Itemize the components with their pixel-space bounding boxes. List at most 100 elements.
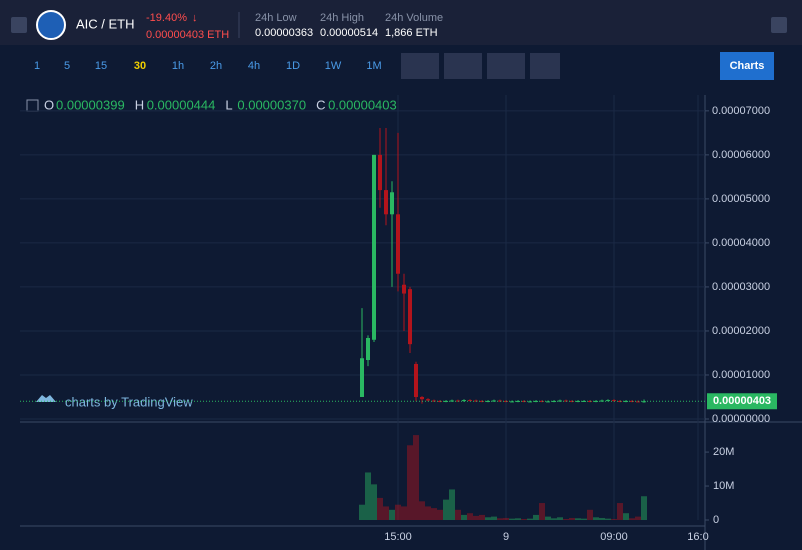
volume-bar — [425, 506, 431, 520]
collapse-right[interactable] — [771, 17, 787, 33]
volume-bar — [371, 484, 377, 520]
legend-value: 0.00000444 — [147, 97, 216, 112]
collapse-left[interactable] — [11, 17, 27, 33]
volume-bar — [515, 518, 521, 520]
x-tick-label: 09:00 — [600, 531, 628, 543]
volume-bar — [401, 506, 407, 520]
fullscreen-btn[interactable] — [530, 53, 560, 79]
candle-body — [360, 358, 364, 397]
volume-bar — [581, 518, 587, 520]
coin-logo — [36, 10, 66, 40]
volume-bar — [497, 518, 503, 520]
volume-bar — [557, 517, 563, 520]
legend-letter: C — [316, 97, 325, 112]
watermark: charts by TradingView — [65, 394, 193, 409]
interval[interactable]: 30 — [134, 60, 146, 72]
chart-bg — [0, 45, 802, 550]
candle-body — [462, 400, 466, 402]
volume-bar — [461, 514, 467, 520]
volume-bar — [365, 472, 371, 520]
volume-bar — [611, 518, 617, 520]
candle-body — [390, 192, 394, 215]
volume-bar — [437, 509, 443, 520]
candle-body — [636, 401, 640, 403]
y-tick-label: 0.00007000 — [712, 105, 770, 117]
volume-bar — [467, 513, 473, 520]
charts-btn[interactable] — [720, 52, 774, 80]
price-tag-label: 0.00000403 — [713, 395, 771, 407]
legend-value: 0.00000399 — [56, 97, 125, 112]
candle-body — [528, 401, 532, 403]
volume-bar — [503, 517, 509, 520]
interval[interactable]: 1M — [366, 60, 381, 72]
volume-bar — [521, 518, 527, 520]
volume-tick-label: 20M — [713, 446, 734, 458]
volume-bar — [593, 517, 599, 520]
volume-bar — [533, 514, 539, 520]
legend-letter: H — [135, 97, 144, 112]
candle-body — [546, 401, 550, 403]
volume-tick-label: 10M — [713, 480, 734, 492]
candle-body — [366, 338, 370, 361]
volume-bar — [485, 517, 491, 520]
volume-bar — [635, 516, 641, 520]
volume-bar — [443, 499, 449, 520]
volume-bar — [569, 517, 575, 520]
volume-bar — [473, 515, 479, 520]
tv-logo — [36, 395, 56, 402]
volume-bar — [587, 509, 593, 520]
volume-bar — [377, 497, 383, 520]
x-tick-label: 9 — [503, 531, 509, 543]
x-tick-label: 16:0 — [687, 531, 708, 543]
volume-bar — [545, 516, 551, 520]
y-tick-label: 0.00001000 — [712, 369, 770, 381]
interval[interactable]: 15 — [95, 60, 107, 72]
y-tick-label: 0.00005000 — [712, 193, 770, 205]
candles-btn[interactable] — [401, 53, 439, 79]
interval[interactable]: 1 — [34, 60, 40, 72]
y-tick-label: 0.00006000 — [712, 149, 770, 161]
interval[interactable]: 1W — [325, 60, 342, 72]
candle-body — [420, 396, 424, 400]
interval[interactable]: 5 — [64, 60, 70, 72]
legend-letter: O — [44, 97, 54, 112]
volume-bar — [629, 518, 635, 520]
y-tick-label: 0.00002000 — [712, 325, 770, 337]
candle-body — [384, 190, 388, 215]
settings-btn[interactable] — [444, 53, 482, 79]
volume-bar — [605, 518, 611, 520]
candle-body — [426, 399, 430, 401]
candle-body — [606, 400, 610, 402]
indicators-btn[interactable] — [487, 53, 525, 79]
interval[interactable]: 4h — [248, 60, 260, 72]
stat-value: 1,866 ETH — [385, 27, 438, 39]
interval[interactable]: 2h — [210, 60, 222, 72]
stat-label: 24h Volume — [385, 12, 443, 24]
legend-value: 0.00000403 — [328, 97, 397, 112]
interval[interactable]: 1D — [286, 60, 300, 72]
volume-bar — [395, 504, 401, 520]
volume-bar — [413, 435, 419, 520]
y-tick-label: 0.00000000 — [712, 413, 770, 425]
y-tick-label: 0.00004000 — [712, 237, 770, 249]
volume-bar — [383, 506, 389, 520]
candle-body — [408, 289, 412, 345]
candle-body — [396, 214, 400, 274]
volume-bar — [449, 489, 455, 520]
legend-letter: L — [225, 97, 232, 112]
volume-bar — [431, 508, 437, 520]
volume-bar — [527, 518, 533, 520]
volume-bar — [563, 518, 569, 520]
volume-bar — [479, 514, 485, 520]
volume-bar — [599, 517, 605, 520]
candle-body — [414, 363, 418, 397]
volume-bar — [359, 504, 365, 520]
volume-bar — [407, 445, 413, 520]
stat-value: 0.00000363 — [255, 27, 313, 39]
x-tick-label: 15:00 — [384, 531, 412, 543]
volume-bar — [551, 518, 557, 520]
interval[interactable]: 1h — [172, 60, 184, 72]
candle-body — [468, 400, 472, 402]
